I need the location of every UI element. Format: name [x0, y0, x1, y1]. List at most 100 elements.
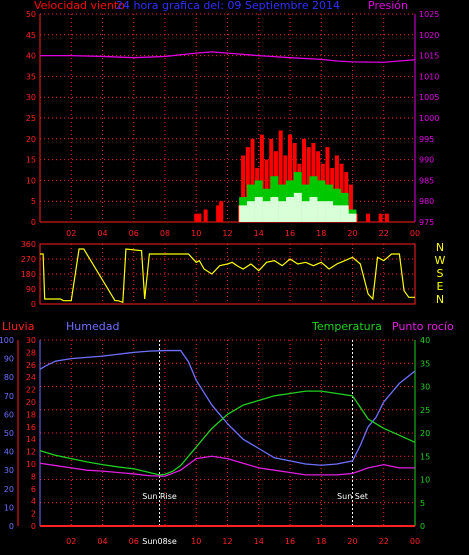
gust-bar-8 [250, 138, 255, 222]
humidity-ytick-label-5: 10 [26, 460, 36, 469]
thd-xtick-label-8: 18 [316, 537, 326, 546]
gust-bar-16 [288, 134, 292, 222]
temp-ytick-label-2: 10 [420, 476, 430, 485]
pressure-ytick-label-1: 980 [419, 197, 434, 206]
rain-ytick-label-3: 30 [4, 466, 14, 475]
temp-ytick-label-6: 30 [420, 383, 430, 392]
dewpoint-axis-title: Punto rocío [392, 320, 454, 333]
thd-xtick-label-2: 06 [129, 537, 139, 546]
rain-axis-title: Lluvia [2, 320, 34, 333]
dir-ytick-label-3: 270 [21, 255, 36, 264]
humidity-ytick-label-13: 26 [26, 361, 36, 370]
wind-ytick-label-6: 30 [26, 93, 36, 102]
rain-ytick-label-10: 100 [0, 336, 14, 345]
humidity-ytick-label-7: 14 [26, 435, 36, 444]
wind-xtick-label-7: 16 [285, 229, 295, 238]
series-line-temperatura [39, 390, 416, 476]
compass-label-0: N [436, 241, 444, 254]
temp-ytick-label-7: 35 [420, 359, 430, 368]
rain-ytick-label-0: 0 [9, 522, 14, 531]
avg-speed-bar-13 [340, 205, 349, 222]
rain-ytick-label-7: 70 [4, 392, 14, 401]
pressure-ytick-label-7: 1010 [419, 72, 439, 81]
avg-speed-bar-7 [293, 192, 302, 222]
humidity-ytick-label-10: 20 [26, 398, 36, 407]
temperature-axis-title: Temperatura [311, 320, 382, 333]
pressure-axis-title: Presión [368, 0, 408, 12]
avg-speed-bar-2 [254, 197, 263, 222]
wind-pressure-panel: Velocidad viento 24 hora grafica del: 09… [26, 0, 440, 238]
avg-speed-bar-3 [262, 201, 271, 222]
humidity-ytick-label-9: 18 [26, 410, 36, 419]
wind-xtick-label-4: 10 [191, 229, 201, 238]
avg-speed-bar-1 [246, 201, 255, 222]
pressure-ytick-label-6: 1005 [419, 93, 439, 102]
gust-bar-2 [203, 209, 208, 222]
avg-speed-bar-0 [239, 205, 248, 222]
wind-xtick-label-6: 14 [254, 229, 264, 238]
thd-xtick-label-11: 00 [410, 537, 420, 546]
pressure-ytick-label-8: 1015 [419, 52, 439, 61]
humidity-ytick-label-15: 30 [26, 336, 36, 345]
humidity-ytick-label-0: 0 [31, 522, 36, 531]
series-line-puntoroco [39, 455, 415, 477]
gust-bar-4 [219, 201, 224, 222]
wind-ytick-label-7: 35 [26, 72, 36, 81]
humidity-ytick-label-12: 24 [26, 373, 36, 382]
gust-bar-19 [302, 138, 307, 222]
wind-ytick-label-10: 50 [26, 10, 36, 19]
rain-ytick-label-8: 80 [4, 373, 14, 382]
temp-ytick-label-1: 5 [420, 499, 425, 508]
compass-label-4: N [436, 293, 444, 306]
thd-xtick-label-5: 12 [222, 537, 232, 546]
wind-xtick-label-3: 08 [160, 229, 170, 238]
rain-ytick-label-1: 10 [4, 503, 14, 512]
wind-ytick-label-1: 5 [31, 197, 36, 206]
humidity-axis-title: Humedad [66, 320, 119, 333]
avg-speed-bar-14 [348, 213, 357, 222]
temp-humidity-panel: Lluvia Humedad Temperatura Punto rocío 0… [0, 320, 454, 546]
wind-xtick-label-0: 02 [66, 229, 76, 238]
compass-label-3: E [437, 280, 444, 293]
gust-bar-14 [278, 130, 283, 222]
pressure-ytick-label-0: 975 [419, 218, 434, 227]
annotation-label-0: Sun Rise [142, 492, 177, 501]
rain-ytick-label-4: 40 [4, 448, 14, 457]
gust-bar-31 [366, 213, 371, 222]
humidity-ytick-label-8: 16 [26, 423, 36, 432]
humidity-ytick-label-3: 6 [31, 485, 36, 494]
wind-ytick-label-4: 20 [26, 135, 36, 144]
humidity-ytick-label-4: 8 [31, 472, 36, 481]
thd-xtick-label-9: 20 [347, 537, 357, 546]
avg-speed-bar-11 [325, 201, 334, 222]
pressure-line [40, 51, 416, 63]
wind-xtick-label-2: 06 [129, 229, 139, 238]
rain-ytick-label-2: 20 [4, 485, 14, 494]
pressure-ytick-label-4: 995 [419, 135, 434, 144]
rain-ytick-label-6: 60 [4, 410, 14, 419]
humidity-ytick-label-11: 22 [26, 386, 36, 395]
avg-speed-bar-5 [278, 201, 287, 222]
wind-xtick-label-1: 04 [97, 229, 107, 238]
avg-speed-bar-12 [332, 205, 341, 222]
dir-ytick-label-4: 360 [21, 240, 36, 249]
wind-xtick-label-8: 18 [316, 229, 326, 238]
gust-bar-3 [216, 205, 221, 222]
dir-ytick-label-2: 180 [21, 270, 36, 279]
wind-ytick-label-9: 45 [26, 31, 36, 40]
thd-xtick-label-10: 22 [379, 537, 389, 546]
gust-bar-0 [194, 213, 199, 222]
temp-ytick-label-5: 25 [420, 406, 430, 415]
rain-ytick-label-5: 50 [4, 429, 14, 438]
temp-ytick-label-0: 0 [420, 522, 425, 531]
wind-xtick-label-5: 12 [222, 229, 232, 238]
thd-xtick-label-1: 04 [97, 537, 107, 546]
avg-speed-bar-6 [286, 197, 294, 222]
annotation-label-1: Sun Set [337, 492, 368, 501]
chart-title: 24 hora grafica del: 09 Septiembre 2014 [116, 0, 340, 12]
direction-frame [39, 243, 416, 305]
avg-speed-bar-10 [317, 201, 326, 222]
wind-xtick-label-9: 20 [347, 229, 357, 238]
